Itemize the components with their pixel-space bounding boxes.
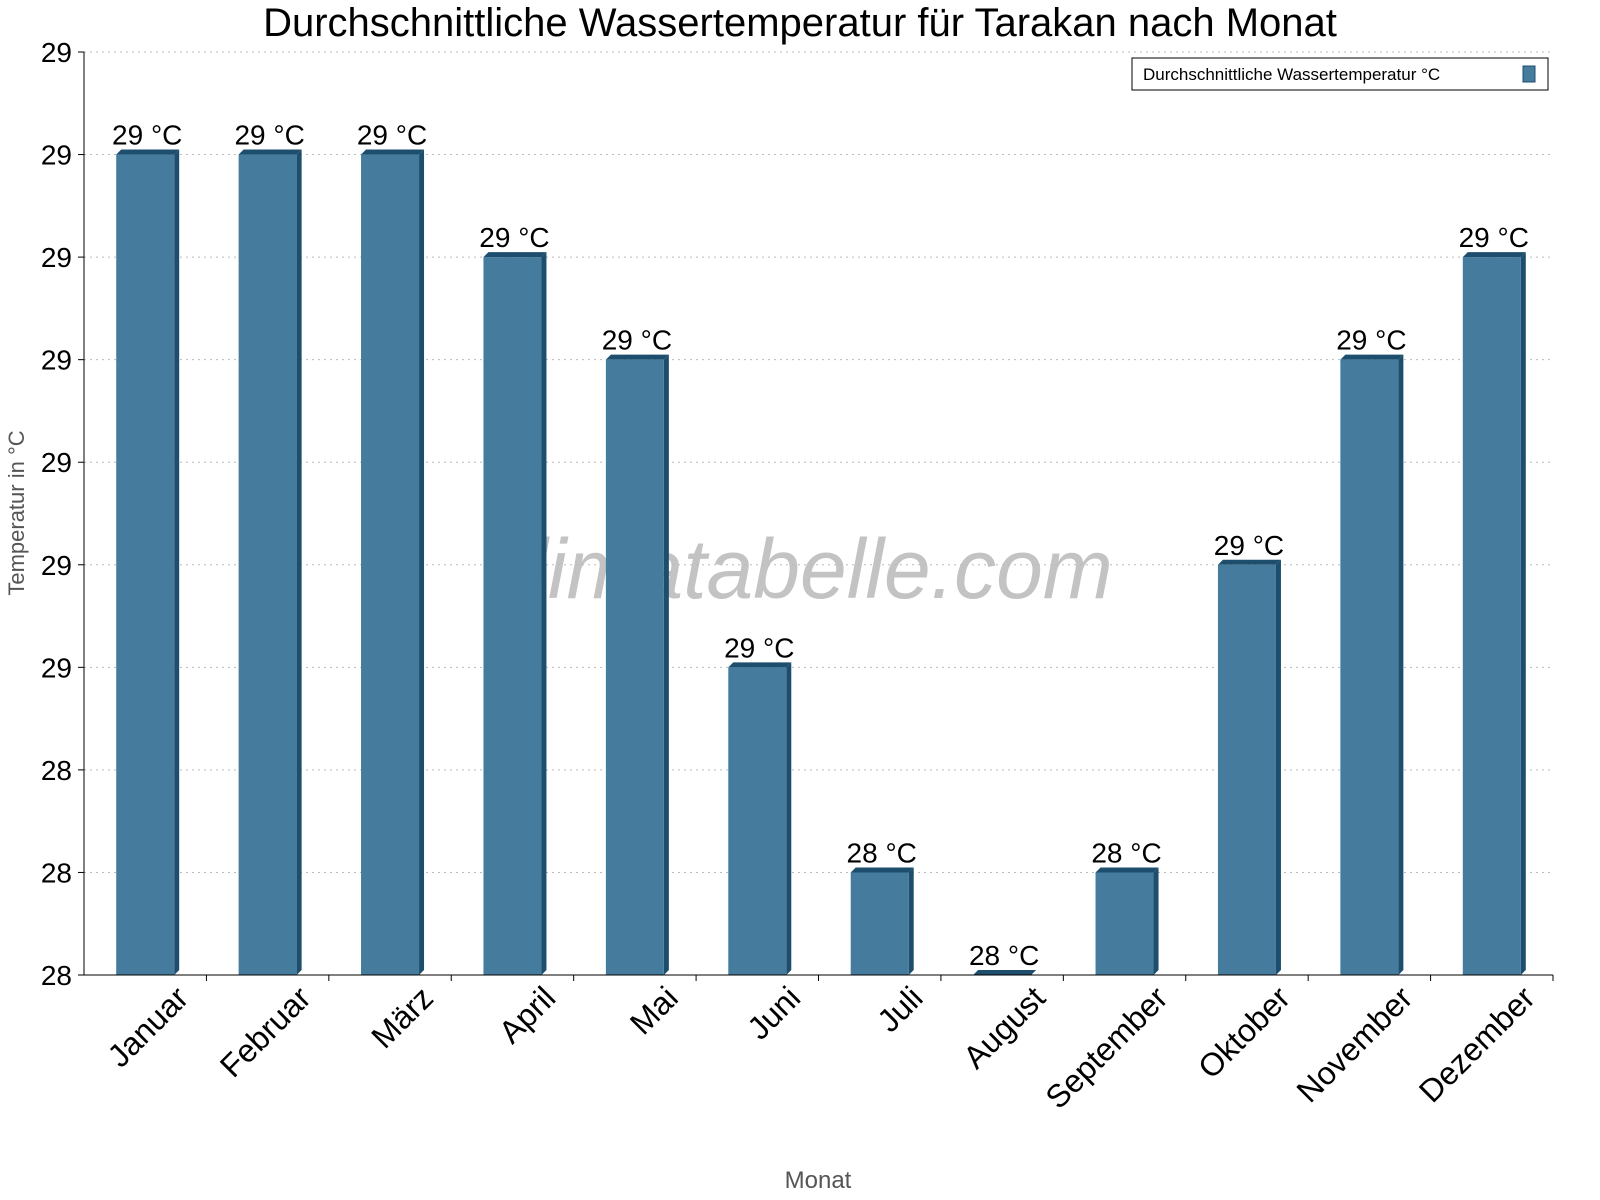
x-tick-label: Mai — [623, 979, 685, 1041]
bar-side — [296, 149, 302, 976]
bar — [361, 154, 420, 976]
data-label: 28 °C — [1091, 837, 1161, 868]
data-label: 28 °C — [969, 940, 1039, 971]
data-label: 29 °C — [357, 120, 427, 151]
bar — [483, 257, 542, 976]
y-tick-label: 29 — [41, 37, 72, 68]
bar-top — [483, 252, 547, 258]
x-tick-label: April — [492, 979, 563, 1050]
x-tick-label: Juni — [740, 979, 807, 1046]
data-label: 29 °C — [1459, 222, 1529, 253]
y-tick-label: 28 — [41, 755, 72, 786]
bar — [116, 154, 175, 976]
x-tick-label: Oktober — [1191, 979, 1297, 1085]
bar-top — [850, 867, 914, 873]
bar-top — [605, 354, 669, 360]
legend: Durchschnittliche Wassertemperatur °C — [1131, 57, 1549, 91]
bar — [1095, 872, 1154, 975]
bar — [605, 359, 664, 976]
y-tick-label: 29 — [41, 550, 72, 581]
bar-side — [419, 149, 425, 976]
bar-side — [541, 252, 547, 976]
bar — [728, 667, 787, 975]
bar-top — [361, 149, 425, 155]
bar-top — [1462, 252, 1526, 258]
x-tick-label: Dezember — [1412, 979, 1542, 1109]
bar — [850, 872, 909, 975]
y-tick-label: 29 — [41, 652, 72, 683]
bar-top — [1095, 867, 1159, 873]
data-label: 29 °C — [112, 120, 182, 151]
watermark: klimatabelle.com — [487, 522, 1113, 616]
x-tick-label: Juli — [870, 979, 929, 1038]
bar-top — [1340, 354, 1404, 360]
y-tick-label: 28 — [41, 960, 72, 991]
bar-side — [174, 149, 180, 976]
data-label: 29 °C — [724, 632, 794, 663]
x-tick-label: August — [956, 979, 1052, 1075]
bar-top — [973, 970, 1037, 975]
bar-side — [1153, 867, 1159, 975]
data-label: 29 °C — [234, 120, 304, 151]
data-label: 29 °C — [602, 325, 672, 356]
bar-side — [1275, 559, 1281, 975]
bar-side — [786, 662, 792, 975]
bar-top — [116, 149, 180, 155]
x-axis-label: Monat — [785, 1167, 852, 1194]
y-tick-label: 29 — [41, 140, 72, 171]
data-label: 28 °C — [847, 837, 917, 868]
bar-side — [1520, 252, 1526, 976]
legend-label: Durchschnittliche Wassertemperatur °C — [1143, 65, 1440, 84]
x-tick-label: Februar — [213, 979, 318, 1084]
bar-top — [1217, 559, 1281, 565]
y-tick-label: 28 — [41, 857, 72, 888]
data-label: 29 °C — [1214, 530, 1284, 561]
data-label: 29 °C — [479, 222, 549, 253]
legend-swatch — [1522, 65, 1536, 83]
x-tick-label: September — [1038, 979, 1174, 1115]
bar-side — [908, 867, 914, 975]
y-tick-label: 29 — [41, 447, 72, 478]
y-tick-label: 29 — [41, 242, 72, 273]
bar — [238, 154, 297, 976]
bar-top — [728, 662, 792, 668]
y-axis-label: Temperatur in °C — [4, 430, 29, 595]
x-tick-label: November — [1289, 979, 1419, 1109]
bar-side — [663, 354, 669, 976]
bar-side — [1398, 354, 1404, 976]
bar — [1217, 564, 1276, 975]
x-tick-label: März — [364, 979, 440, 1055]
x-tick-label: Januar — [101, 979, 196, 1074]
bar — [1340, 359, 1399, 976]
chart-title: Durchschnittliche Wassertemperatur für T… — [263, 1, 1337, 45]
bar — [1462, 257, 1521, 976]
y-tick-label: 29 — [41, 345, 72, 376]
data-label: 29 °C — [1336, 325, 1406, 356]
bar-top — [238, 149, 302, 155]
